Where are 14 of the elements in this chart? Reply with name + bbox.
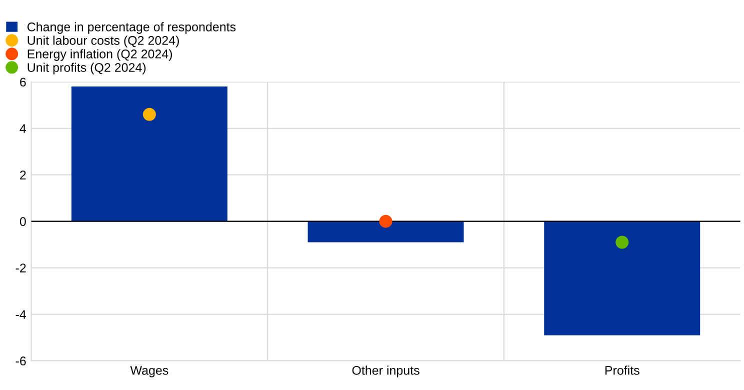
legend-label: Change in percentage of respondents: [27, 22, 236, 34]
y-tick-label: 0: [20, 217, 26, 226]
y-tick-label: -6: [16, 356, 26, 366]
y-tick-label: 4: [20, 124, 26, 133]
x-tick-label: Wages: [130, 366, 168, 378]
legend-label: Energy inflation (Q2 2024): [28, 49, 172, 61]
y-tick-label: 2: [20, 170, 26, 180]
x-tick-label: Other inputs: [352, 366, 420, 378]
y-tick-label: -4: [16, 310, 26, 319]
legend-label: Unit profits (Q2 2024): [28, 62, 146, 74]
x-tick-label: Profits: [605, 366, 640, 375]
legend-label: Unit labour costs (Q2 2024): [28, 36, 179, 48]
y-tick-label: 6: [20, 78, 26, 87]
y-tick-label: -2: [16, 264, 26, 272]
